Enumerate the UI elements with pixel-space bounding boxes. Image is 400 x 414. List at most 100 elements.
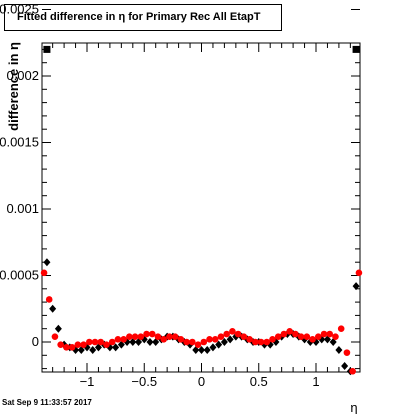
data-point-circle bbox=[166, 333, 173, 340]
data-point-circle bbox=[337, 325, 345, 333]
data-point-circle bbox=[177, 336, 185, 343]
data-point-diamond bbox=[112, 343, 120, 352]
data-point-diamond bbox=[54, 324, 62, 333]
footer-timestamp: Sat Sep 9 11:33:57 2017 bbox=[2, 398, 92, 407]
y-tick-label: 0.001 bbox=[6, 201, 39, 216]
data-point-circle bbox=[57, 341, 64, 348]
data-point-circle bbox=[114, 336, 122, 343]
data-point-circle bbox=[309, 336, 316, 343]
x-tick-label: −0.5 bbox=[131, 374, 157, 389]
data-point-circle bbox=[263, 338, 271, 346]
data-point-diamond bbox=[146, 338, 154, 346]
y-tick-label: 0.0025 bbox=[0, 2, 39, 17]
data-point-circle bbox=[51, 333, 59, 340]
y-tick-label: 0 bbox=[32, 334, 39, 349]
data-point-circle bbox=[211, 336, 219, 343]
data-point-circle bbox=[171, 333, 179, 340]
data-point-diamond bbox=[117, 340, 125, 349]
data-point-diamond bbox=[192, 345, 200, 354]
data-point-circle bbox=[257, 338, 265, 346]
data-point-circle bbox=[143, 330, 150, 338]
data-point-diamond bbox=[226, 335, 234, 344]
data-point-circle bbox=[326, 330, 334, 338]
data-point-circle bbox=[120, 336, 127, 343]
data-marks bbox=[40, 45, 363, 376]
y-tick-label: 0.002 bbox=[6, 68, 39, 83]
data-point-diamond bbox=[220, 338, 228, 346]
data-point-circle bbox=[137, 333, 145, 340]
data-point-diamond bbox=[203, 345, 211, 354]
data-point-circle bbox=[349, 367, 356, 375]
data-point-diamond bbox=[341, 361, 349, 370]
data-point-circle bbox=[223, 330, 230, 338]
y-tick-label: 0.0005 bbox=[0, 268, 39, 283]
data-point-diamond bbox=[329, 338, 337, 346]
data-point-diamond bbox=[198, 345, 205, 354]
data-point-circle bbox=[108, 338, 116, 346]
data-point-diamond bbox=[89, 345, 97, 354]
data-point-circle bbox=[355, 269, 363, 277]
y-tick-label: 0.0015 bbox=[0, 135, 39, 150]
data-point-circle bbox=[126, 333, 133, 340]
data-point-circle bbox=[314, 333, 322, 340]
data-point-diamond bbox=[335, 345, 343, 354]
data-point-circle bbox=[97, 338, 105, 346]
data-point-circle bbox=[343, 349, 351, 356]
data-point-circle bbox=[274, 333, 282, 340]
data-point-circle bbox=[246, 336, 253, 343]
data-point-circle bbox=[320, 330, 328, 338]
data-point-circle bbox=[63, 344, 70, 351]
x-tick-label: 1 bbox=[312, 374, 319, 389]
data-point-circle bbox=[240, 333, 248, 340]
data-point-circle bbox=[189, 338, 196, 346]
data-point-circle bbox=[234, 330, 242, 338]
data-point-circle bbox=[80, 341, 87, 348]
data-point-circle bbox=[131, 333, 139, 340]
data-point-diamond bbox=[215, 340, 223, 349]
data-point-diamond bbox=[209, 343, 217, 352]
data-point-diamond bbox=[43, 258, 51, 267]
y-axis-label: difference in η bbox=[6, 42, 21, 131]
data-point-diamond bbox=[129, 338, 137, 346]
data-point-square bbox=[352, 45, 360, 53]
data-point-circle bbox=[160, 336, 168, 343]
x-tick-label: 0.5 bbox=[250, 374, 268, 389]
data-point-circle bbox=[252, 338, 259, 346]
chart-title: Fitted difference in η for Primary Rec A… bbox=[4, 4, 282, 31]
axes: −1 −0.5 0 0.5 1 0 0.0005 0.001 0.0015 0.002 0.0025… bbox=[0, 2, 360, 389]
data-point-diamond bbox=[352, 282, 360, 291]
data-point-circle bbox=[148, 330, 156, 338]
data-point-diamond bbox=[94, 343, 102, 352]
data-point-circle bbox=[183, 338, 190, 346]
data-point-circle bbox=[91, 338, 99, 346]
plot-frame bbox=[41, 42, 361, 373]
data-point-circle bbox=[303, 333, 311, 340]
data-point-circle bbox=[217, 333, 225, 340]
data-point-circle bbox=[194, 341, 202, 348]
data-point-circle bbox=[286, 328, 293, 335]
data-point-circle bbox=[206, 336, 213, 343]
data-point-circle bbox=[103, 341, 110, 348]
data-point-circle bbox=[229, 328, 236, 335]
data-point-circle bbox=[292, 330, 299, 338]
data-point-square bbox=[43, 45, 51, 53]
data-point-circle bbox=[45, 296, 53, 303]
x-tick-label: −1 bbox=[80, 374, 95, 389]
data-point-circle bbox=[269, 336, 276, 343]
data-point-circle bbox=[74, 341, 82, 348]
data-point-circle bbox=[200, 338, 208, 346]
data-point-circle bbox=[68, 344, 76, 351]
data-point-circle bbox=[40, 269, 48, 277]
data-point-circle bbox=[85, 338, 93, 346]
x-tick-label: 0 bbox=[198, 374, 205, 389]
x-axis-label: η bbox=[350, 400, 357, 414]
data-point-diamond bbox=[152, 338, 160, 346]
data-point-diamond bbox=[77, 345, 85, 354]
data-point-circle bbox=[280, 330, 288, 338]
data-point-circle bbox=[154, 333, 162, 340]
data-point-circle bbox=[332, 333, 339, 340]
data-point-diamond bbox=[135, 338, 143, 346]
data-point-diamond bbox=[49, 304, 57, 313]
data-point-diamond bbox=[323, 335, 331, 344]
